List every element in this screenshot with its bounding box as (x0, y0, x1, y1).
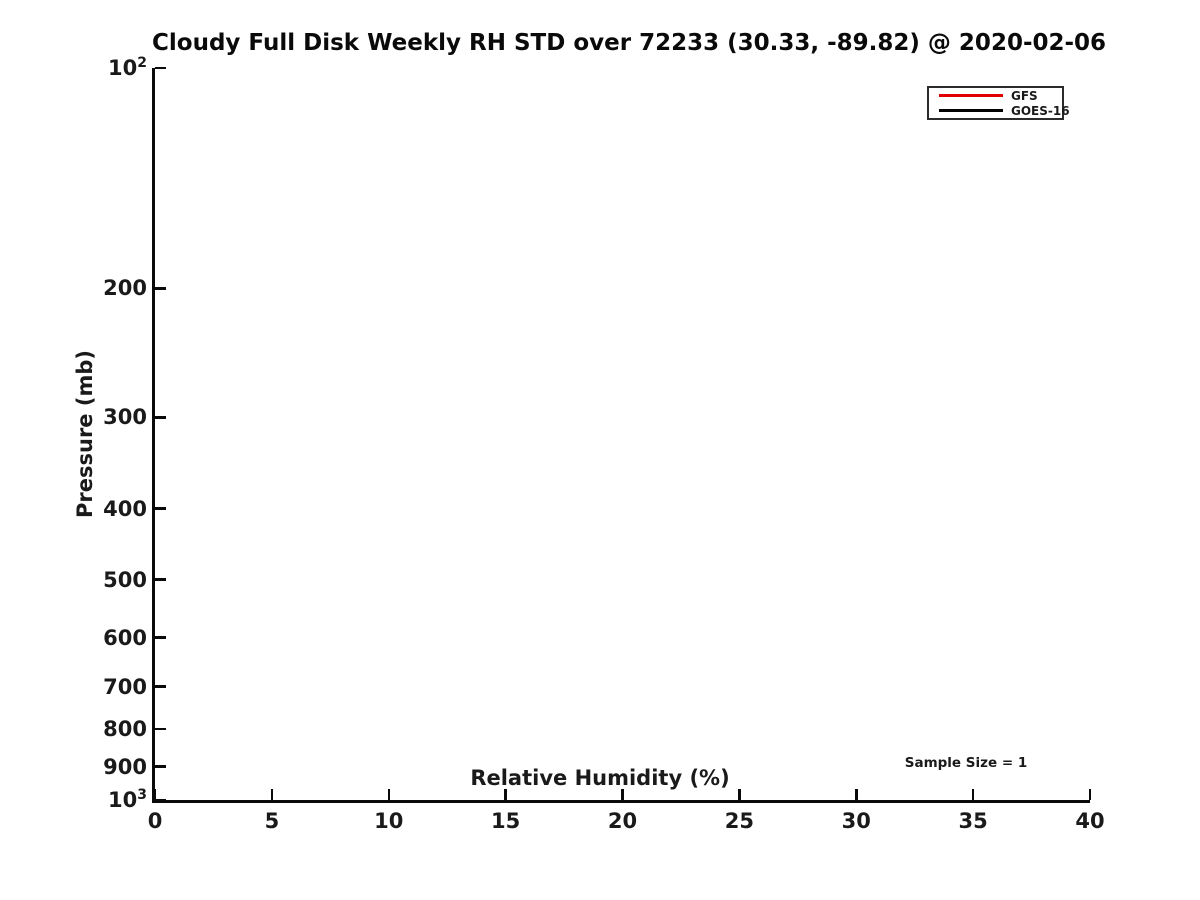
gfs-line-swatch (939, 94, 1003, 97)
x-tick-mark (387, 789, 390, 800)
x-tick-label: 30 (841, 809, 871, 833)
y-tick-label: 900 (103, 754, 147, 779)
x-tick-label: 5 (264, 809, 280, 833)
y-tick-mark (155, 798, 166, 802)
y-tick-mark (155, 727, 166, 731)
goes16-line-swatch (939, 109, 1003, 112)
x-tick-mark (621, 789, 624, 800)
x-tick-label: 15 (491, 809, 521, 833)
y-tick-mark (155, 578, 166, 581)
x-tick-mark (153, 789, 157, 800)
y-tick-label: 500 (103, 567, 147, 592)
x-tick-label: 25 (724, 809, 754, 833)
y-tick-label: 600 (103, 625, 147, 650)
x-tick-label: 0 (147, 809, 163, 833)
x-tick-label: 10 (374, 809, 404, 833)
x-tick-label: 40 (1075, 809, 1105, 833)
legend-entry-goes16: GOES-16 (939, 104, 1070, 117)
y-tick-mark (155, 507, 166, 510)
x-axis-label: Relative Humidity (%) (470, 766, 730, 790)
y-tick-label: 300 (103, 405, 147, 430)
x-tick-mark (1088, 789, 1092, 800)
y-tick-mark (155, 66, 166, 70)
sample-size-annotation: Sample Size = 1 (904, 755, 1028, 771)
y-tick-label: 800 (103, 717, 147, 742)
y-axis-label: Pressure (mb) (73, 350, 97, 518)
y-tick-mark (155, 685, 166, 688)
chart-title: Cloudy Full Disk Weekly RH STD over 7223… (152, 30, 1107, 56)
y-tick-mark (155, 636, 166, 639)
y-tick-label: 102 (108, 55, 147, 80)
x-tick-mark (855, 789, 858, 800)
y-tick-mark (155, 416, 166, 419)
x-tick-label: 35 (958, 809, 988, 833)
legend-entry-gfs: GFS (939, 89, 1056, 102)
x-tick-mark (738, 789, 741, 800)
legend-label-goes16: GOES-16 (1011, 103, 1070, 118)
x-tick-label: 20 (607, 809, 638, 833)
x-tick-mark (270, 789, 274, 800)
legend-label-gfs: GFS (1011, 88, 1038, 103)
y-tick-label: 400 (103, 496, 147, 521)
y-tick-mark (155, 287, 166, 290)
x-tick-mark (504, 789, 507, 800)
y-tick-label: 200 (103, 276, 147, 301)
legend: GFS GOES-16 (927, 86, 1070, 120)
y-tick-mark (155, 765, 166, 768)
y-tick-label: 103 (108, 787, 147, 812)
plot-area: 102 200 300 400 500 600 700 800 900 103 0 5 10 15 20 25… (103, 56, 1104, 833)
y-tick-label: 700 (103, 674, 147, 699)
x-tick-mark (971, 789, 975, 800)
